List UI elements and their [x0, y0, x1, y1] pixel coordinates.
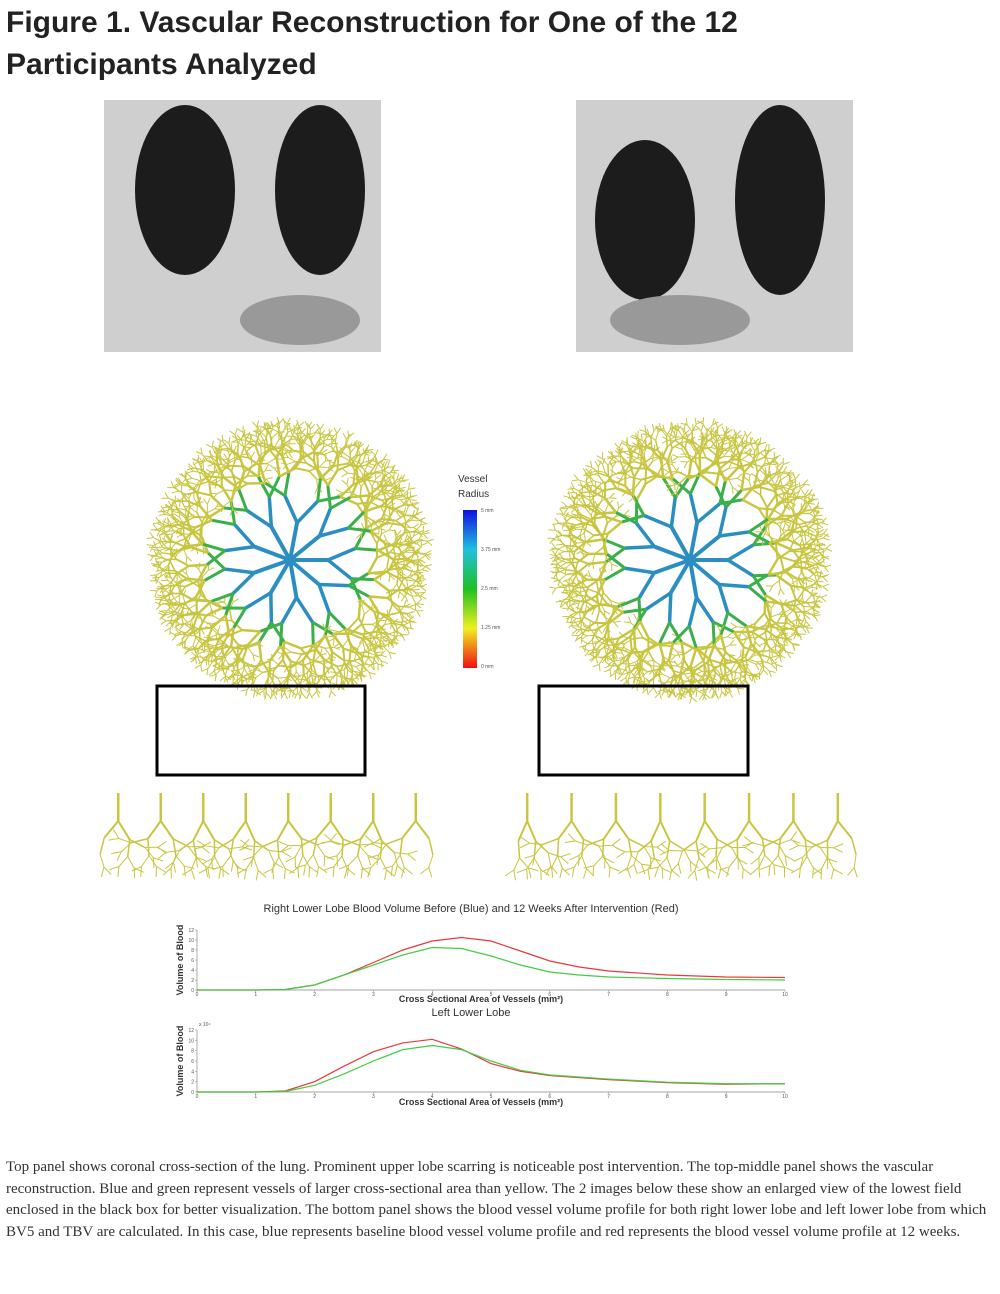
x-tick-label: 9: [725, 1094, 728, 1100]
x-tick-label: 3: [372, 1094, 375, 1100]
x-tick-label: 8: [666, 992, 669, 998]
y-tick-label: 6: [191, 958, 194, 964]
x-tick-label: 2: [313, 1094, 316, 1100]
y-tick-label: 12: [188, 1028, 194, 1034]
title: Figure 1. Vascular Reconstruction for On…: [6, 6, 738, 39]
y-tick-label: 8: [191, 948, 194, 954]
x-tick-label: 6: [548, 1094, 551, 1100]
x-tick-label: 1: [254, 992, 257, 998]
chart-title: Left Lower Lobe: [432, 1007, 511, 1019]
x-tick-label: 0: [196, 1094, 199, 1100]
colorbar-label: 0 mm: [481, 664, 494, 670]
data-line: [197, 1038, 786, 1093]
zoom-box: [155, 684, 367, 777]
colorbar-label: 3.75 mm: [481, 547, 500, 553]
y-tick-label: 0: [191, 1090, 194, 1096]
caption: Top panel shows coronal cross-section of…: [6, 1159, 987, 1240]
y-tick-label: 4: [191, 1069, 194, 1075]
x-tick-label: 3: [372, 992, 375, 998]
y-tick-label: 10: [188, 938, 194, 944]
colorbar-label: 2.5 mm: [481, 586, 498, 592]
x-tick-label: 7: [607, 1094, 610, 1100]
data-line: [197, 936, 786, 991]
ct-image: [576, 100, 853, 352]
x-tick-label: 7: [607, 992, 610, 998]
chart-title: Right Lower Lobe Blood Volume Before (Bl…: [264, 903, 679, 915]
x-tick-label: 9: [725, 992, 728, 998]
y-tick-label: 0: [191, 988, 194, 994]
x-tick-label: 10: [782, 992, 788, 998]
x-axis-label: Cross Sectional Area of Vessels (mm²): [399, 1097, 563, 1107]
colorbar-label: 1.25 mm: [481, 625, 500, 631]
y-multiplier: x 10⁴: [199, 1022, 211, 1028]
figure: Figure 1. Vascular Reconstruction for On…: [6, 6, 858, 1107]
data-line: [197, 1044, 785, 1093]
colorbar-title: Radius: [458, 489, 489, 500]
vascular-reconstruction: [99, 417, 858, 881]
x-tick-label: 4: [431, 1094, 434, 1100]
x-tick-label: 4: [431, 992, 434, 998]
y-tick-label: 4: [191, 968, 194, 974]
zoom-box: [537, 684, 750, 777]
x-tick-label: 8: [666, 1094, 669, 1100]
x-tick-label: 1: [254, 1094, 257, 1100]
y-tick-label: 2: [191, 1080, 194, 1086]
y-tick-label: 2: [191, 978, 194, 984]
x-tick-label: 5: [490, 992, 493, 998]
title: Participants Analyzed: [6, 48, 317, 81]
data-line: [197, 946, 786, 991]
y-tick-label: 12: [188, 928, 194, 934]
ct-image: [104, 100, 381, 352]
x-tick-label: 6: [548, 992, 551, 998]
y-axis-label: Volume of Blood: [175, 1026, 185, 1097]
x-axis-label: Cross Sectional Area of Vessels (mm²): [399, 994, 563, 1004]
y-tick-label: 6: [191, 1059, 194, 1065]
colorbar-label: 5 mm: [481, 508, 494, 514]
x-tick-label: 10: [782, 1094, 788, 1100]
y-tick-label: 10: [188, 1038, 194, 1044]
colorbar-title: Vessel: [458, 474, 487, 485]
colorbar: Vessel Radius: [458, 474, 489, 668]
x-tick-label: 2: [313, 992, 316, 998]
y-axis-label: Volume of Blood: [175, 925, 185, 996]
x-tick-label: 5: [490, 1094, 493, 1100]
x-tick-label: 0: [196, 992, 199, 998]
y-tick-label: 8: [191, 1049, 194, 1055]
